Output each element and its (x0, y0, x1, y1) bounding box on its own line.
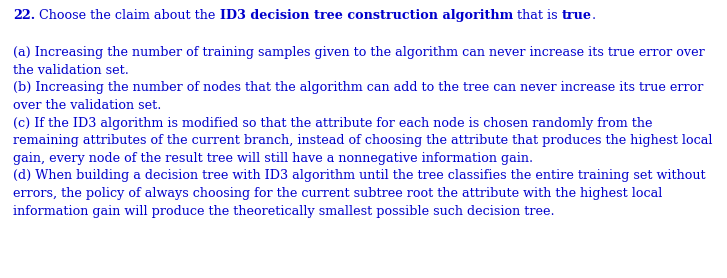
Text: true: true (561, 9, 591, 22)
Text: over the validation set.: over the validation set. (13, 99, 161, 112)
Text: remaining attributes of the current branch, instead of choosing the attribute th: remaining attributes of the current bran… (13, 134, 712, 147)
Text: (a) Increasing the number of training samples given to the algorithm can never i: (a) Increasing the number of training sa… (13, 46, 704, 59)
Text: that is: that is (513, 9, 561, 22)
Text: .: . (591, 9, 595, 22)
Text: Choose the claim about the: Choose the claim about the (35, 9, 220, 22)
Text: (b) Increasing the number of nodes that the algorithm can add to the tree can ne: (b) Increasing the number of nodes that … (13, 81, 704, 94)
Text: (d) When building a decision tree with ID3 algorithm until the tree classifies t: (d) When building a decision tree with I… (13, 170, 706, 182)
Text: gain, every node of the result tree will still have a nonnegative information ga: gain, every node of the result tree will… (13, 152, 533, 165)
Text: errors, the policy of always choosing for the current subtree root the attribute: errors, the policy of always choosing fo… (13, 187, 662, 200)
Text: the validation set.: the validation set. (13, 64, 129, 77)
Text: ID3 decision tree construction algorithm: ID3 decision tree construction algorithm (220, 9, 513, 22)
Text: (c) If the ID3 algorithm is modified so that the attribute for each node is chos: (c) If the ID3 algorithm is modified so … (13, 116, 653, 130)
Text: information gain will produce the theoretically smallest possible such decision : information gain will produce the theore… (13, 205, 555, 218)
Text: 22.: 22. (13, 9, 35, 22)
